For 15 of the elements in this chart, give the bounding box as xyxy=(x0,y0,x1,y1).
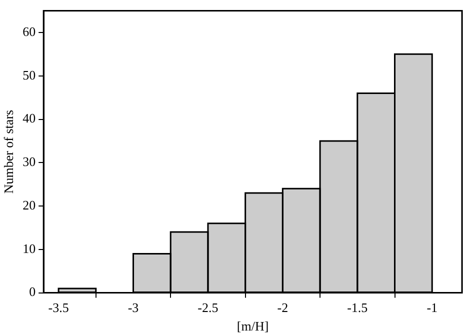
y-tick-label: 30 xyxy=(22,154,36,170)
y-tick-label: 60 xyxy=(22,24,36,39)
y-tick-label: 40 xyxy=(22,110,36,126)
x-axis-title: [m/H] xyxy=(236,318,269,334)
y-tick-label: 50 xyxy=(22,67,36,82)
x-tick-label: -1.5 xyxy=(347,300,368,316)
x-tick-label: -1 xyxy=(426,300,438,316)
x-tick-label: -2 xyxy=(277,300,288,316)
x-tick-label: -3 xyxy=(128,300,139,316)
y-tick-label: 20 xyxy=(22,197,36,212)
y-tick-label: 10 xyxy=(22,240,36,256)
y-axis-title: Number of stars xyxy=(1,110,16,194)
x-tick-label: -3.5 xyxy=(48,300,69,316)
y-tick-label: 0 xyxy=(29,284,36,300)
x-tick-label: -2.5 xyxy=(198,300,218,316)
